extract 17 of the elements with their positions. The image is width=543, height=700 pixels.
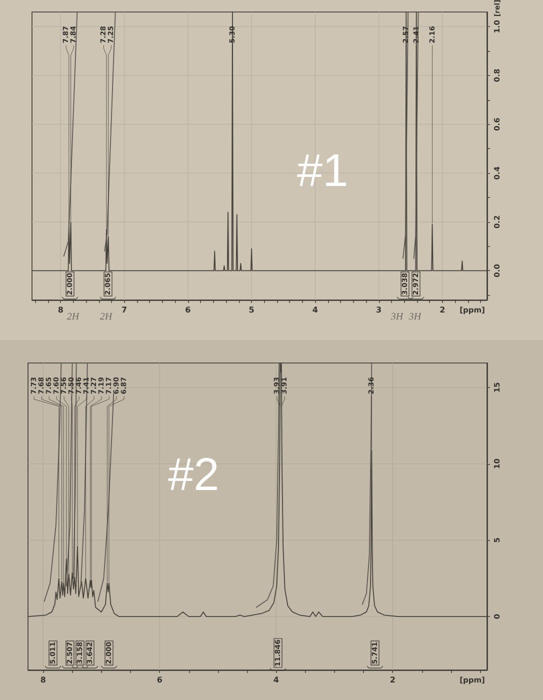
x-tick-label: 4 <box>273 676 280 684</box>
x-tick-label: 6 <box>185 306 192 314</box>
x-tick-label: 2 <box>440 306 446 314</box>
x-tick-label: 3 <box>376 306 382 314</box>
x-tick-label: 2 <box>390 676 396 684</box>
x-tick-label: 8 <box>58 306 64 314</box>
x-tick-label: 6 <box>156 676 163 684</box>
text: #2 <box>168 448 220 500</box>
text: 3H <box>390 312 404 322</box>
text: 2H <box>100 312 113 322</box>
text: #1 <box>297 144 348 196</box>
x-tick-label: 8 <box>40 676 46 684</box>
text: 2H <box>66 312 80 322</box>
x-tick-label: 4 <box>312 306 318 314</box>
text: 3H <box>408 312 422 322</box>
x-tick-label: 7 <box>121 306 128 314</box>
x-tick-label: 5 <box>248 306 255 314</box>
